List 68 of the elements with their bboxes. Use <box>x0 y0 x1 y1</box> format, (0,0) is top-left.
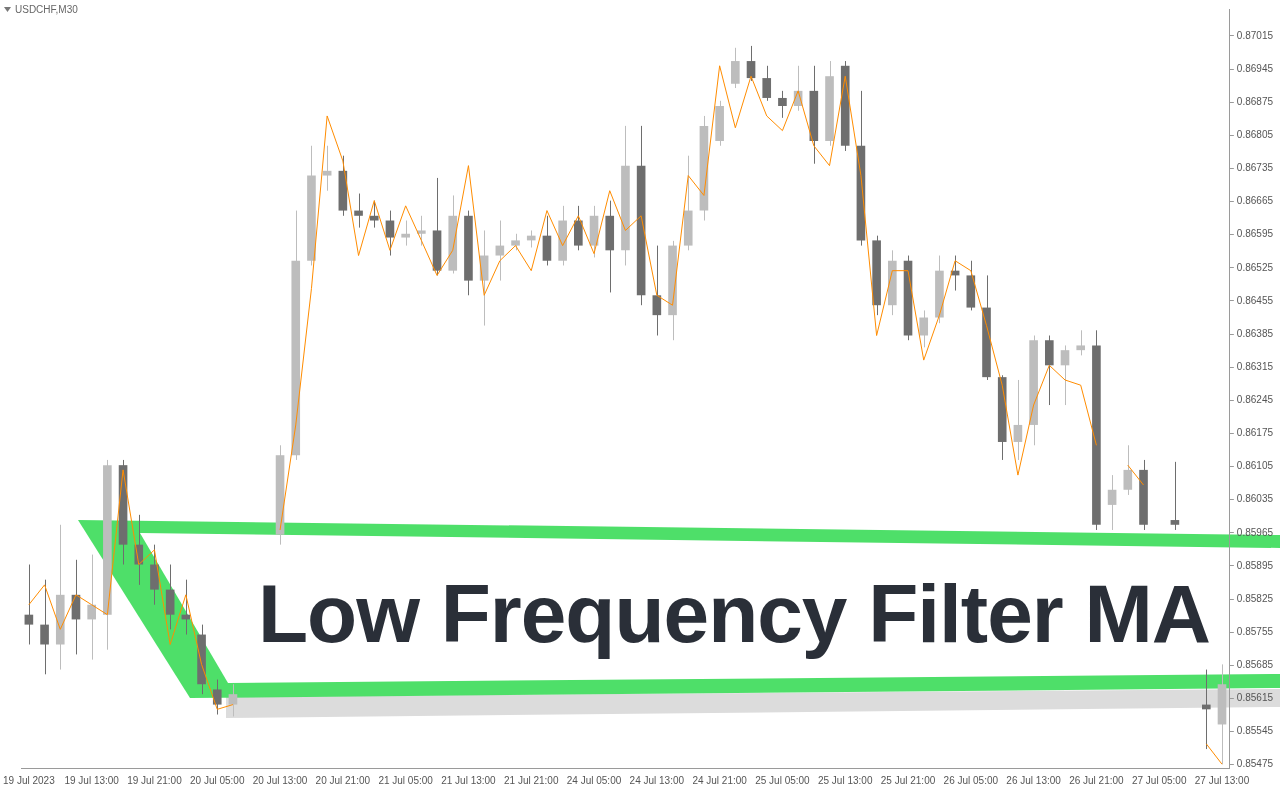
candlestick <box>1170 461 1180 531</box>
x-tick-label: 21 Jul 13:00 <box>441 774 497 786</box>
candlestick <box>1107 474 1117 531</box>
candlestick <box>354 193 363 229</box>
candlestick <box>322 145 332 192</box>
y-tick-label: 0.85825 <box>1236 592 1274 604</box>
candlestick <box>762 65 772 102</box>
candlestick <box>746 45 756 82</box>
x-tick-label: 27 Jul 05:00 <box>1131 774 1187 786</box>
x-tick-label: 20 Jul 13:00 <box>252 774 308 786</box>
candlestick <box>778 90 787 119</box>
x-tick-label: 19 Jul 2023 <box>3 774 56 786</box>
y-tick-label: 0.86595 <box>1236 228 1274 240</box>
candlestick <box>652 245 662 336</box>
candlestick <box>385 210 395 257</box>
candlestick <box>1013 379 1023 461</box>
x-tick-label: 21 Jul 05:00 <box>378 774 434 786</box>
y-tick-label: 0.85895 <box>1236 559 1274 571</box>
y-tick-label: 0.85475 <box>1236 758 1274 770</box>
x-tick-label: 24 Jul 13:00 <box>629 774 685 786</box>
candlestick <box>1076 329 1086 356</box>
x-tick-label: 19 Jul 13:00 <box>64 774 120 786</box>
x-tick-label: 21 Jul 21:00 <box>503 774 559 786</box>
candlestick <box>212 679 222 716</box>
y-tick-label: 0.85755 <box>1236 625 1274 637</box>
y-tick-label: 0.86385 <box>1236 327 1274 339</box>
y-tick-label: 0.85965 <box>1236 526 1274 538</box>
x-tick-label: 26 Jul 13:00 <box>1006 774 1062 786</box>
y-tick-label: 0.87015 <box>1236 29 1274 41</box>
x-tick-label: 25 Jul 21:00 <box>880 774 936 786</box>
candlestick <box>495 220 505 282</box>
candlestick <box>87 554 96 661</box>
y-tick-label: 0.86735 <box>1236 162 1274 174</box>
y-tick-label: 0.86525 <box>1236 261 1274 273</box>
y-tick-label: 0.86805 <box>1236 129 1274 141</box>
x-tick-label: 24 Jul 21:00 <box>692 774 748 786</box>
candlestick <box>24 564 34 645</box>
y-tick-label: 0.86665 <box>1236 195 1274 207</box>
candlestick <box>731 47 740 89</box>
y-tick-label: 0.86315 <box>1236 360 1274 372</box>
y-tick-label: 0.86245 <box>1236 394 1274 406</box>
y-tick-label: 0.86175 <box>1236 427 1274 439</box>
chart-subtitle: USDCHF,M30 <box>15 4 78 15</box>
candlestick <box>417 215 426 247</box>
y-tick-label: 0.86875 <box>1236 95 1274 107</box>
candlestick <box>919 309 929 348</box>
y-tick-label: 0.86105 <box>1236 460 1274 472</box>
candlestick <box>1123 444 1133 496</box>
x-tick-label: 19 Jul 21:00 <box>127 774 183 786</box>
y-tick-label: 0.85615 <box>1236 692 1274 704</box>
y-tick-label: 0.86035 <box>1236 493 1274 505</box>
text: Low Frequency Filter MA <box>258 568 1210 660</box>
x-tick-label: 25 Jul 05:00 <box>755 774 811 786</box>
x-tick-label: 20 Jul 21:00 <box>315 774 371 786</box>
x-tick-label: 20 Jul 05:00 <box>190 774 245 786</box>
y-tick-label: 0.85545 <box>1236 725 1274 737</box>
candlestick <box>40 579 49 675</box>
candlestick <box>401 220 410 247</box>
x-tick-label: 26 Jul 05:00 <box>943 774 999 786</box>
x-tick-label: 26 Jul 21:00 <box>1069 774 1125 786</box>
candlestick <box>228 683 238 717</box>
x-tick-label: 24 Jul 05:00 <box>566 774 622 786</box>
y-tick-label: 0.86455 <box>1236 294 1274 306</box>
x-tick-label: 25 Jul 13:00 <box>817 774 873 786</box>
y-tick-label: 0.85685 <box>1236 659 1274 671</box>
x-tick-label: 27 Jul 13:00 <box>1194 774 1250 786</box>
candlestick <box>1060 344 1070 406</box>
y-tick-label: 0.86945 <box>1236 62 1274 74</box>
